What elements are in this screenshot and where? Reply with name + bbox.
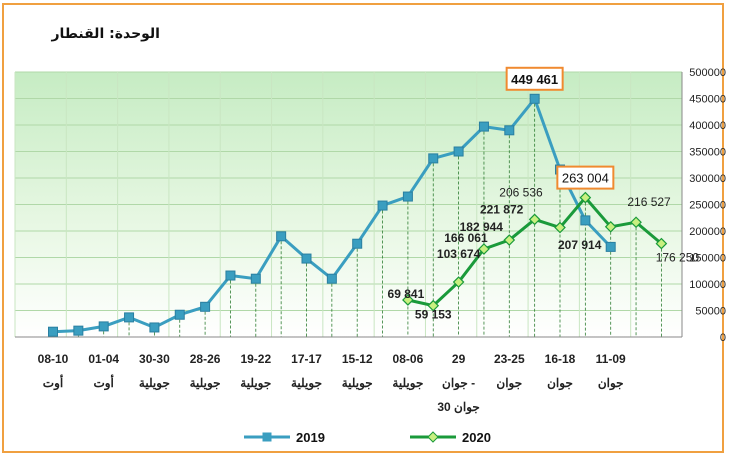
point-2019	[276, 231, 287, 242]
x-tick-label: جويلية	[139, 376, 170, 391]
callout-label: 263 004	[562, 171, 609, 186]
series-group	[48, 93, 668, 337]
data-label: 216 527	[627, 195, 671, 209]
callout-label: 449 461	[511, 72, 558, 87]
x-tick-label: 29	[452, 352, 466, 366]
point-2020	[478, 243, 490, 255]
x-tick-label: جوان	[598, 376, 624, 391]
point-2020	[630, 216, 642, 229]
callout-boxes: 449 461 263 004	[505, 66, 615, 190]
point-2019	[73, 325, 84, 336]
gridlines	[14, 71, 683, 337]
y-tick-label: 500000	[689, 67, 726, 79]
x-tick-label: 01-04	[88, 352, 119, 366]
point-2020	[655, 237, 668, 250]
data-label: 221 872	[480, 202, 524, 216]
y-tick-label: 300000	[689, 173, 726, 185]
point-2019	[428, 153, 439, 164]
x-tick-label: جوان	[547, 376, 573, 391]
point-2019	[48, 326, 58, 337]
legend-label-2020: 2020	[462, 430, 491, 445]
point-2019	[478, 121, 489, 132]
x-tick-label: جوان -	[442, 376, 475, 391]
callout-box	[505, 66, 564, 91]
point-2019	[124, 312, 135, 323]
point-2019	[529, 93, 540, 104]
point-2019	[174, 309, 185, 320]
point-2019	[504, 125, 515, 136]
data-label: 103 674	[437, 247, 481, 261]
point-2020	[452, 276, 465, 288]
callout-box	[556, 165, 615, 190]
y-tick-label: 100000	[689, 279, 726, 291]
point-2020	[503, 234, 516, 246]
point-2019	[225, 270, 236, 281]
legend-marker-2020	[427, 431, 439, 443]
x-tick-label: 19-22	[240, 352, 271, 366]
x-tick-label: جويلية	[240, 376, 271, 391]
y-tick-label: 200000	[689, 226, 726, 238]
y-tick-label: 50000	[695, 306, 726, 318]
point-2019	[301, 253, 312, 264]
x-axis: 08-10 أوت 01-04 أوت 30-30 جويلية 28-26 جويلية 19…	[15, 336, 682, 415]
x-tick-label: 30-30	[139, 352, 170, 366]
x-tick-label: جويلية	[342, 376, 373, 391]
point-2019	[200, 301, 211, 312]
point-2019	[250, 273, 261, 284]
x-tick-label: جويلية	[190, 376, 221, 391]
unit-label: الوحدة: القنطار	[51, 26, 160, 42]
x-tick-label: 17-17	[291, 352, 322, 366]
data-label: 176 250	[656, 251, 700, 265]
data-label: 207 914	[558, 238, 602, 252]
point-2020	[402, 294, 414, 306]
x-tick-label: 15-12	[342, 352, 373, 366]
data-label: 206 536	[499, 186, 543, 200]
y-tick-label: 450000	[689, 94, 726, 106]
point-2020	[604, 220, 617, 233]
point-2019	[453, 146, 464, 157]
legend-label-2019: 2019	[296, 430, 325, 445]
point-2019	[580, 215, 591, 226]
point-2019	[605, 241, 616, 252]
drop-lines	[52, 98, 662, 337]
data-label: 182 944	[460, 220, 504, 234]
x-tick-label: أوت	[93, 375, 113, 391]
point-2019	[326, 273, 337, 284]
point-2019	[149, 322, 160, 333]
y-axis: 0 50000 100000 150000 200000 250000 300000 3500…	[681, 67, 726, 344]
point-2020	[554, 221, 566, 234]
y-tick-label: 150000	[689, 253, 726, 265]
x-tick-label: جويلية	[392, 376, 423, 391]
data-label: 69 841	[388, 287, 425, 301]
y-tick-label: 250000	[689, 200, 726, 212]
y-tick-label: 400000	[689, 120, 726, 132]
point-2020	[427, 299, 440, 312]
point-2019	[352, 238, 363, 249]
legend: 2019 2020	[244, 430, 491, 445]
x-tick-label: جويلية	[291, 376, 322, 391]
x-tick-label: 11-09	[596, 352, 626, 366]
legend-marker-2019	[262, 432, 272, 442]
point-2019	[402, 191, 413, 202]
x-tick-label: 23-25	[494, 352, 525, 366]
x-tick-label: جوان	[496, 376, 522, 391]
y-tick-label: 350000	[689, 147, 726, 159]
x-tick-label: أوت	[43, 375, 63, 391]
x-tick-label: 08-06	[393, 352, 424, 366]
point-2020	[579, 191, 592, 204]
point-2019	[377, 200, 388, 211]
data-label: 166 061	[444, 231, 488, 245]
x-tick-label: 28-26	[190, 352, 221, 366]
point-2020	[528, 213, 541, 226]
x-tick-label: 08-10	[38, 352, 69, 366]
data-label: 59 153	[415, 308, 452, 322]
y-tick-label: 0	[720, 332, 726, 344]
x-tick-label: 30 جوان	[437, 400, 479, 415]
point-2019	[98, 321, 109, 332]
x-tick-label: 16-18	[545, 352, 576, 366]
